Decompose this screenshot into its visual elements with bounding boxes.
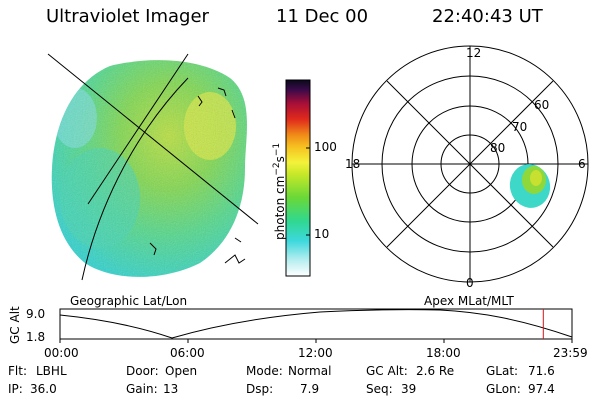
glat-label: GLat: — [486, 364, 519, 378]
colorbar — [285, 79, 311, 277]
observation-time: 22:40:43 UT — [432, 6, 543, 27]
mlt-label-18: 18 — [345, 157, 361, 171]
altitude-plot — [59, 308, 573, 343]
altitude-x-ticks — [59, 339, 573, 343]
colorbar-tick-10: 10 — [314, 227, 330, 241]
auroral-disk — [51, 60, 247, 277]
ip-value: 36.0 — [30, 382, 57, 396]
polar-spokes — [352, 46, 588, 282]
mlt-label-6: 6 — [578, 157, 586, 171]
observation-date: 11 Dec 00 — [276, 6, 369, 27]
gain-value: 13 — [163, 382, 179, 396]
door-label: Door: — [126, 364, 159, 378]
coastline-fragments — [149, 87, 246, 264]
x-tick-0000: 00:00 — [44, 346, 79, 360]
altitude-min-label: 1.8 — [26, 330, 46, 344]
seq-label: Seq: — [366, 382, 393, 396]
altitude-max-label: 9.0 — [26, 307, 46, 321]
glon-label: GLon: — [486, 382, 521, 396]
dsp-value: 7.9 — [300, 382, 320, 396]
filter-value: LBHL — [36, 364, 67, 378]
geographic-image-panel — [47, 53, 259, 281]
glon-value: 97.4 — [528, 382, 555, 396]
ip-label: IP: — [8, 382, 23, 396]
filter-label: Flt: — [8, 364, 27, 378]
door-value: Open — [165, 364, 198, 378]
mlat-label-80: 80 — [490, 141, 506, 155]
colorbar-tick-100: 100 — [314, 140, 337, 154]
x-tick-1800: 18:00 — [426, 346, 461, 360]
instrument-title: Ultraviolet Imager — [46, 6, 209, 27]
mlat-label-60: 60 — [534, 98, 550, 112]
auroral-blob — [509, 164, 551, 208]
polar-mlat-mlt-panel — [351, 45, 589, 283]
glat-value: 71.6 — [528, 364, 555, 378]
gcalt-label: GC Alt: — [366, 364, 408, 378]
mlt-label-0: 0 — [466, 276, 474, 290]
apex-panel-label: Apex MLat/MLT — [424, 294, 514, 308]
altitude-axis-label: GC Alt — [8, 306, 22, 344]
geographic-panel-label: Geographic Lat/Lon — [70, 294, 188, 308]
geographic-grid-lines — [47, 53, 259, 281]
colorbar-label: photon cm−2s−1 — [272, 142, 287, 240]
x-tick-1200: 12:00 — [298, 346, 333, 360]
gain-label: Gain: — [126, 382, 158, 396]
altitude-curve — [59, 309, 573, 339]
mode-value: Normal — [288, 364, 332, 378]
mlat-label-70: 70 — [512, 120, 528, 134]
mlt-label-12: 12 — [466, 46, 482, 60]
mode-label: Mode: — [246, 364, 283, 378]
seq-value: 39 — [401, 382, 417, 396]
gcalt-value: 2.6 Re — [416, 364, 455, 378]
x-tick-2359: 23:59 — [553, 346, 588, 360]
dsp-label: Dsp: — [246, 382, 274, 396]
x-tick-0600: 06:00 — [170, 346, 205, 360]
